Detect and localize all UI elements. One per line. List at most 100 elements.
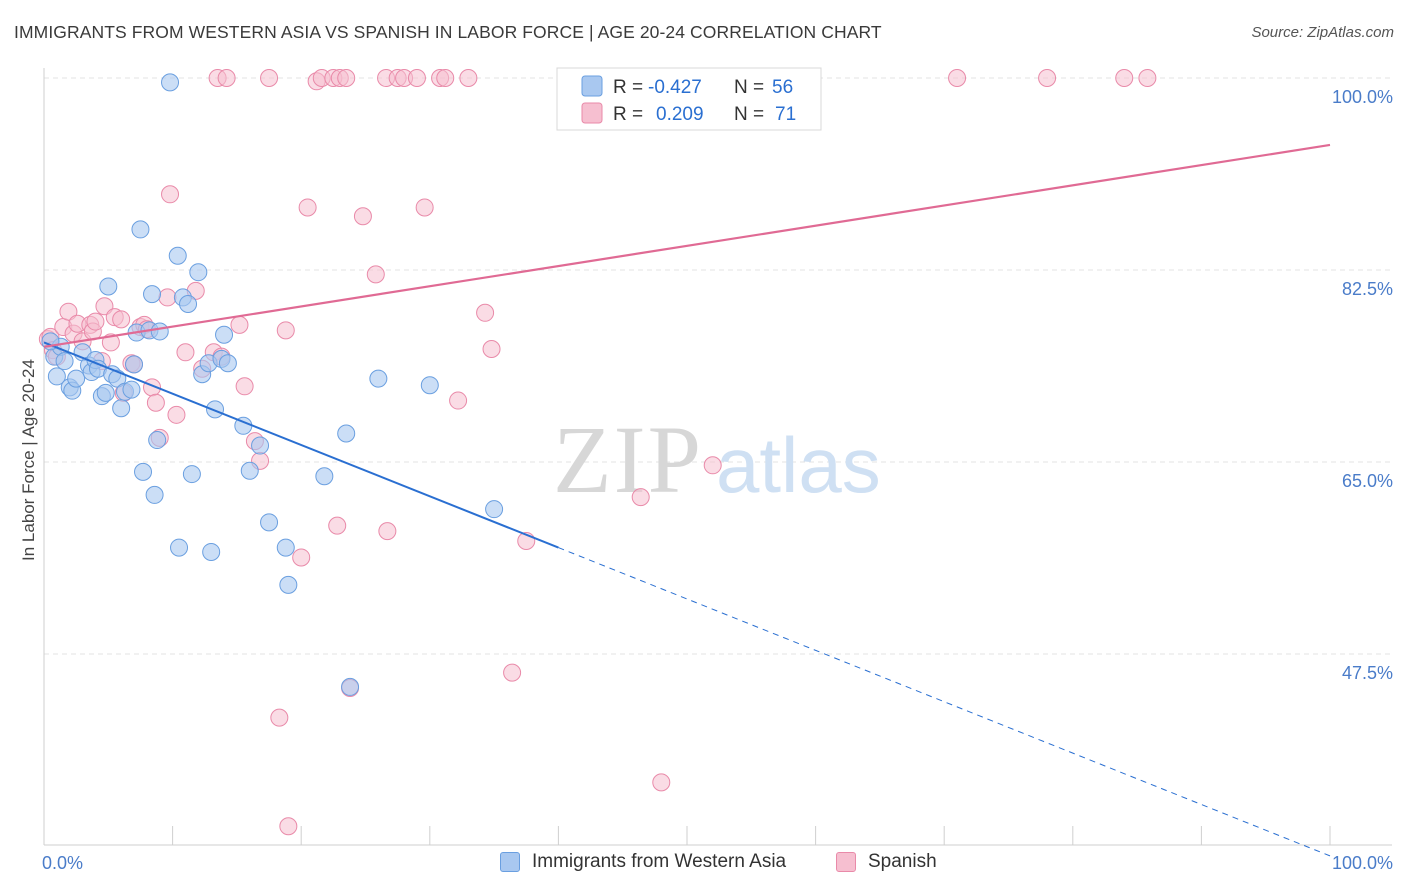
spanish-point-74 — [1115, 69, 1134, 87]
legend-item-western-asia: Immigrants from Western Asia — [500, 851, 786, 873]
legend-swatch-western-asia — [500, 852, 520, 872]
watermark-zip: ZIP — [553, 406, 703, 513]
spanish-point-53 — [353, 207, 372, 226]
x-tick-label-0: 0.0% — [42, 853, 83, 873]
spanish-point-67 — [503, 663, 522, 682]
spanish-point-49 — [328, 516, 347, 535]
western-asia-point-47 — [276, 538, 295, 557]
spanish-point-43 — [279, 817, 298, 836]
western-asia-point-51 — [341, 677, 360, 696]
axes — [43, 68, 1392, 846]
spanish-point-60 — [415, 198, 434, 217]
western-asia-point-48 — [279, 575, 298, 594]
watermark-atlas: atlas — [716, 421, 881, 509]
spanish-point-72 — [948, 69, 967, 87]
legend-top: R = -0.427 N = 56 R = 0.209 N = 71 — [556, 67, 822, 131]
western-asia-point-53 — [420, 376, 439, 395]
legend-label-western-asia: Immigrants from Western Asia — [532, 851, 787, 872]
spanish-point-35 — [217, 69, 236, 87]
spanish-point-26 — [158, 288, 177, 307]
western-asia-point-3 — [55, 352, 74, 371]
legend-n-label-pink: N = — [734, 104, 764, 125]
western-asia-point-35 — [189, 263, 208, 282]
western-asia-point-25 — [143, 285, 162, 304]
y-tick-labels: 47.5% 65.0% 82.5% 100.0% — [1332, 87, 1393, 683]
spanish-point-42 — [276, 321, 295, 340]
legend-swatch-blue — [581, 75, 603, 97]
spanish-point-40 — [260, 69, 279, 87]
chart-source: Source: ZipAtlas.com — [1251, 24, 1394, 41]
western-asia-point-54 — [485, 500, 504, 519]
spanish-point-44 — [292, 548, 311, 567]
spanish-point-66 — [482, 339, 501, 358]
trend-line-spanish — [43, 143, 1331, 348]
western-asia-point-27 — [148, 431, 167, 450]
legend-n-label-blue: N = — [734, 77, 764, 98]
western-asia-point-34 — [182, 465, 201, 484]
spanish-point-37 — [235, 377, 254, 396]
spanish-point-5 — [59, 302, 78, 321]
spanish-point-75 — [1138, 69, 1157, 87]
western-asia-point-41 — [215, 325, 234, 344]
grid-lines — [44, 77, 1392, 655]
spanish-point-59 — [407, 69, 426, 87]
spanish-point-62 — [436, 69, 455, 87]
western-asia-point-52 — [369, 369, 388, 388]
western-asia-point-23 — [134, 462, 153, 481]
watermark: ZIP atlas — [553, 406, 881, 513]
western-asia-point-45 — [251, 436, 270, 455]
chart-title: IMMIGRANTS FROM WESTERN ASIA VS SPANISH … — [14, 22, 882, 42]
spanish-point-28 — [167, 405, 186, 424]
western-asia-point-46 — [260, 513, 279, 532]
y-tick-label-1: 65.0% — [1342, 471, 1393, 491]
spanish-point-69 — [631, 488, 650, 507]
spanish-point-27 — [161, 185, 180, 204]
legend-n-value-blue: 56 — [772, 77, 793, 98]
spanish-point-45 — [298, 198, 317, 217]
western-asia-point-19 — [122, 380, 141, 399]
legend-bottom: Immigrants from Western Asia Spanish — [0, 851, 1406, 879]
y-axis-title-group: In Labor Force | Age 20-24 — [19, 359, 38, 561]
legend-r-value-pink: 0.209 — [656, 104, 704, 125]
spanish-point-65 — [476, 303, 495, 322]
spanish-point-29 — [176, 343, 195, 362]
western-asia-point-13 — [96, 383, 115, 402]
western-asia-point-33 — [179, 295, 198, 314]
y-tick-label-3: 100.0% — [1332, 87, 1393, 107]
western-asia-point-38 — [202, 542, 221, 561]
western-asia-point-1 — [47, 367, 66, 386]
spanish-point-16 — [112, 310, 131, 329]
legend-item-spanish: Spanish — [836, 851, 937, 873]
trend-line-western-asia — [43, 341, 559, 549]
western-asia-point-17 — [112, 399, 131, 418]
western-asia-point-44 — [240, 461, 259, 480]
western-asia-points — [41, 73, 504, 696]
legend-r-label-pink: R = — [613, 104, 643, 125]
spanish-point-13 — [95, 297, 114, 316]
spanish-point-51 — [337, 69, 356, 87]
western-asia-point-20 — [125, 355, 144, 374]
western-asia-point-14 — [99, 277, 118, 296]
western-asia-point-30 — [168, 246, 187, 265]
western-asia-point-49 — [315, 467, 334, 486]
western-asia-point-31 — [170, 538, 189, 557]
spanish-point-63 — [449, 391, 468, 410]
western-asia-point-6 — [67, 369, 86, 388]
trend-line-western-asia-extension — [558, 547, 1331, 857]
legend-r-label-blue: R = — [613, 77, 643, 98]
western-asia-point-22 — [131, 220, 150, 239]
western-asia-point-26 — [145, 485, 164, 504]
x-tick-label-1: 100.0% — [1332, 853, 1393, 873]
western-asia-point-28 — [150, 322, 169, 341]
western-asia-point-42 — [218, 354, 237, 373]
spanish-point-11 — [86, 312, 105, 331]
y-tick-label-2: 82.5% — [1342, 279, 1393, 299]
western-asia-point-50 — [337, 424, 356, 443]
legend-r-value-blue: -0.427 — [648, 77, 702, 98]
legend-label-spanish: Spanish — [868, 851, 937, 872]
spanish-point-71 — [703, 456, 722, 475]
spanish-point-24 — [146, 393, 165, 412]
spanish-point-36 — [230, 315, 249, 334]
legend-n-value-pink: 71 — [775, 104, 796, 125]
